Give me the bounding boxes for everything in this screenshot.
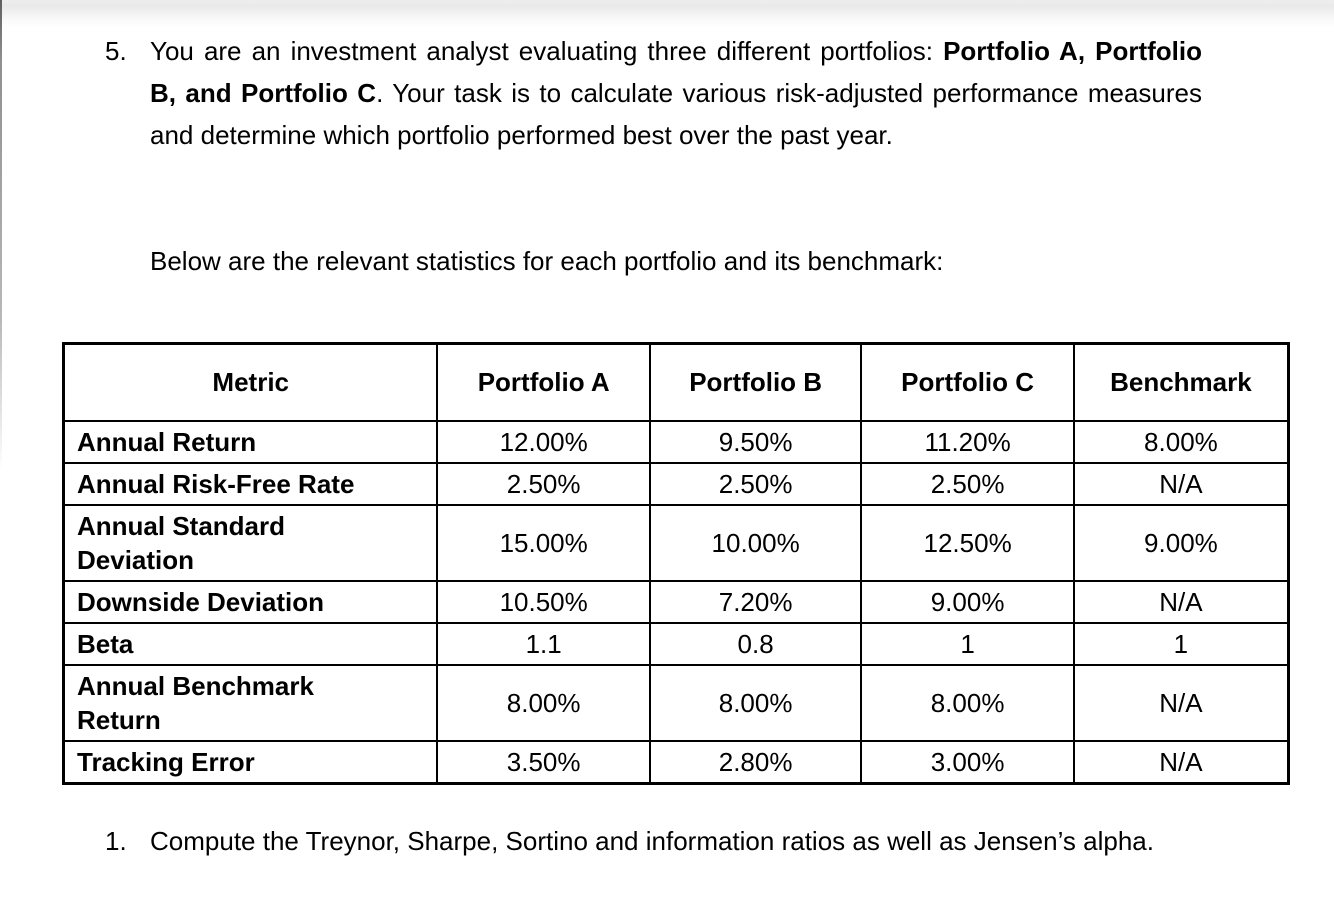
table-cell: 0.8: [648, 622, 863, 666]
table-cell: N/A: [1072, 580, 1290, 624]
table-cell: 10.50%: [436, 580, 651, 624]
bold-text-segment: Portfolio A, Portfolio B, and Portfolio …: [150, 36, 1202, 108]
table-cell: 12.00%: [436, 420, 651, 464]
table-row: Annual Return 12.00% 9.50% 11.20% 8.00%: [62, 420, 1290, 464]
table-cell: 3.00%: [860, 740, 1075, 785]
table-cell: 7.20%: [648, 580, 863, 624]
table-cell: N/A: [1072, 664, 1290, 742]
table-cell: 12.50%: [860, 504, 1075, 582]
table-cell: 3.50%: [436, 740, 651, 785]
table-cell: 2.50%: [648, 462, 863, 506]
column-header: Portfolio B: [648, 342, 863, 422]
table-cell: 1: [860, 622, 1075, 666]
table-cell: 8.00%: [860, 664, 1075, 742]
table-cell: 10.00%: [648, 504, 863, 582]
table-cell: 8.00%: [436, 664, 651, 742]
column-header: Metric: [62, 342, 439, 422]
table-cell: 11.20%: [860, 420, 1075, 464]
text-segment: . Your task is to calculate various risk…: [150, 78, 1202, 150]
table-cell: 2.80%: [648, 740, 863, 785]
question-5-number: 5.: [105, 36, 127, 66]
table-cell: 8.00%: [1072, 420, 1290, 464]
table-cell: 1: [1072, 622, 1290, 666]
table-cell: 2.50%: [860, 462, 1075, 506]
subquestion-1-number: 1.: [105, 826, 127, 856]
subquestion-1-text: Compute the Treynor, Sharpe, Sortino and…: [150, 826, 1154, 856]
metric-label: Annual Risk-Free Rate: [62, 462, 439, 506]
text-segment: You are an investment analyst evaluating…: [150, 36, 944, 66]
page-left-edge: [0, 0, 2, 470]
table-body: Annual Return 12.00% 9.50% 11.20% 8.00% Annua…: [62, 420, 1290, 785]
metric-label: Annual Benchmark Return: [62, 664, 439, 742]
metric-label: Tracking Error: [62, 740, 439, 785]
table-cell: N/A: [1072, 740, 1290, 785]
table-row: Tracking Error 3.50% 2.80% 3.00% N/A: [62, 740, 1290, 785]
table-cell: 1.1: [436, 622, 651, 666]
column-header: Portfolio C: [860, 342, 1075, 422]
question-5-text: You are an investment analyst evaluating…: [150, 30, 1202, 156]
column-header: Portfolio A: [436, 342, 651, 422]
metric-label: Annual Return: [62, 420, 439, 464]
metric-label: Downside Deviation: [62, 580, 439, 624]
question-5: 5. You are an investment analyst evaluat…: [105, 30, 1205, 156]
table-intro-text: Below are the relevant statistics for ea…: [150, 246, 944, 276]
table-row: Beta 1.1 0.8 1 1: [62, 622, 1290, 666]
table-cell: N/A: [1072, 462, 1290, 506]
table-row: Downside Deviation 10.50% 7.20% 9.00% N/A: [62, 580, 1290, 624]
metric-label: Beta: [62, 622, 439, 666]
table-cell: 9.00%: [1072, 504, 1290, 582]
table-row: Annual Risk-Free Rate 2.50% 2.50% 2.50% N/A: [62, 462, 1290, 506]
metric-label: Annual Standard Deviation: [62, 504, 439, 582]
table-cell: 2.50%: [436, 462, 651, 506]
page-top-shadow: [0, 0, 1334, 28]
table-row: Annual Benchmark Return 8.00% 8.00% 8.00% N/…: [62, 664, 1290, 742]
column-header: Benchmark: [1072, 342, 1290, 422]
table-cell: 15.00%: [436, 504, 651, 582]
subquestion-1: 1. Compute the Treynor, Sharpe, Sortino …: [105, 820, 1205, 862]
table-cell: 8.00%: [648, 664, 863, 742]
table-cell: 9.50%: [648, 420, 863, 464]
table-row: Annual Standard Deviation 15.00% 10.00% 12.…: [62, 504, 1290, 582]
table-cell: 9.00%: [860, 580, 1075, 624]
